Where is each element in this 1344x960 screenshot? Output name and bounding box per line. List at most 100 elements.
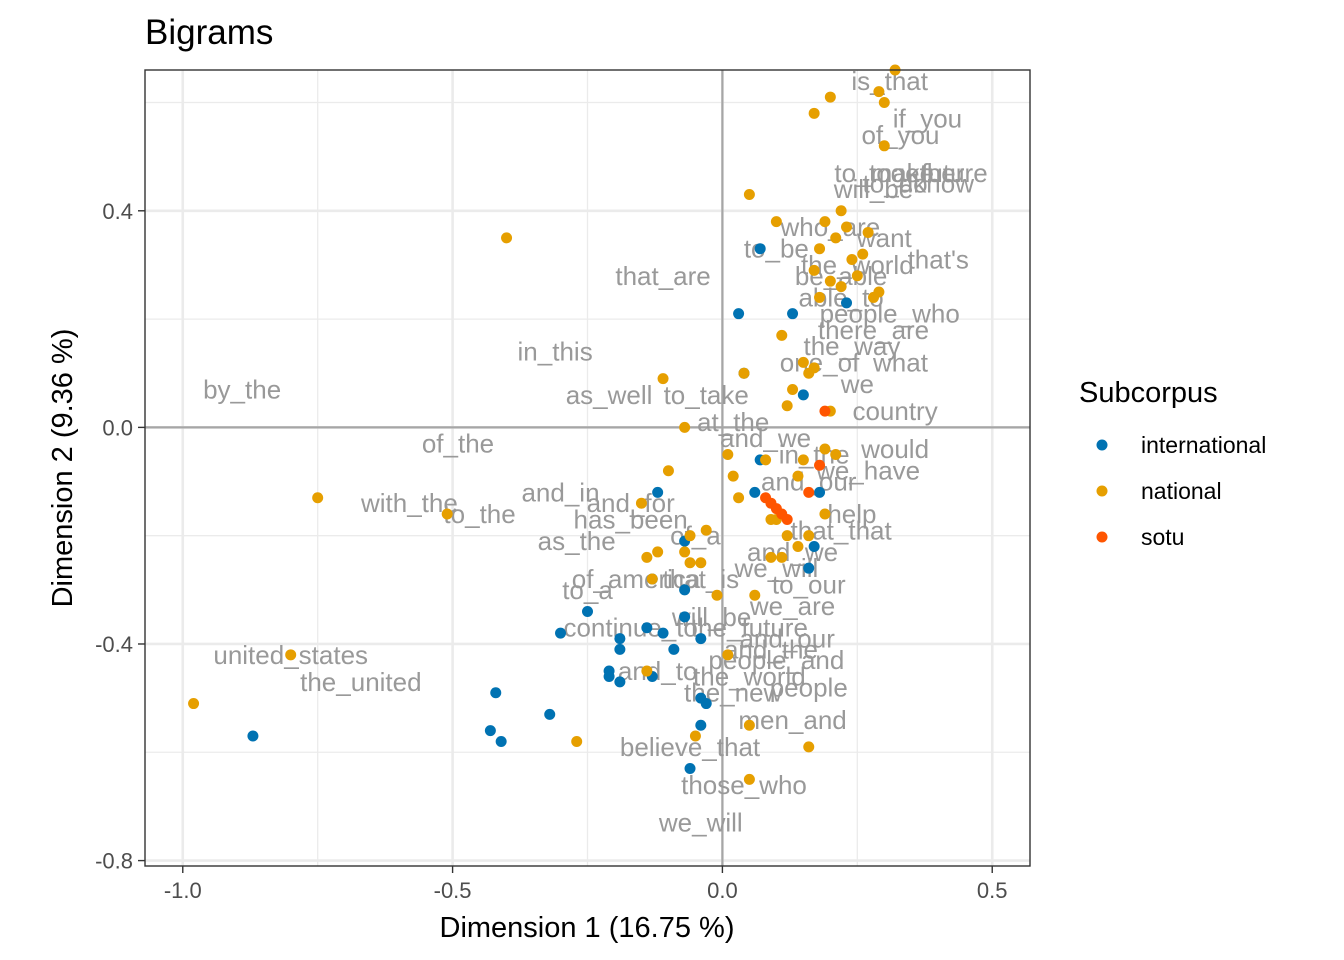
plot-border bbox=[144, 69, 1031, 867]
data-point-national bbox=[787, 383, 799, 395]
x-tick-label: -1.0 bbox=[164, 878, 202, 903]
y-tick-label: -0.8 bbox=[95, 849, 133, 874]
data-point-international bbox=[679, 584, 691, 596]
data-point-international bbox=[652, 486, 664, 498]
point-label: future bbox=[921, 158, 988, 188]
point-label: people bbox=[770, 672, 848, 702]
data-point-national bbox=[684, 530, 696, 542]
point-label: that_are bbox=[615, 261, 710, 291]
data-point-national bbox=[835, 281, 847, 293]
data-point-international bbox=[614, 633, 626, 645]
data-point-national bbox=[846, 254, 858, 266]
data-point-national bbox=[873, 286, 885, 298]
point-label: want bbox=[856, 223, 913, 253]
data-point-international bbox=[700, 698, 712, 710]
data-point-national bbox=[695, 557, 707, 569]
y-axis: -0.8 -0.4 0.0 0.4 bbox=[95, 199, 145, 874]
data-point-national bbox=[765, 551, 777, 563]
point-label: and_in bbox=[521, 477, 599, 507]
point-label: that's bbox=[908, 245, 969, 275]
legend-label-sotu: sotu bbox=[1141, 524, 1184, 550]
data-point-national bbox=[862, 226, 874, 238]
point-label: to_make bbox=[834, 158, 934, 188]
data-point-national bbox=[738, 367, 750, 379]
point-label: to_our bbox=[772, 569, 846, 599]
y-tick-label: 0.4 bbox=[102, 199, 133, 224]
point-label: we_are bbox=[749, 591, 835, 621]
data-point-national bbox=[285, 649, 297, 661]
data-point-international bbox=[247, 730, 259, 742]
point-label: has_been bbox=[574, 504, 688, 534]
point-label: there_are bbox=[818, 315, 929, 345]
data-point-sotu bbox=[814, 459, 826, 471]
legend-label-national: national bbox=[1141, 478, 1222, 504]
point-label: help bbox=[827, 499, 876, 529]
y-axis-title: Dimension 2 (9.36 %) bbox=[47, 329, 79, 608]
data-point-national bbox=[749, 589, 761, 601]
data-point-international bbox=[814, 486, 826, 498]
point-label: the_way bbox=[803, 331, 900, 361]
point-label: together bbox=[869, 158, 965, 188]
point-label: to_do bbox=[863, 169, 928, 199]
data-point-national bbox=[797, 454, 809, 466]
data-point-national bbox=[830, 232, 842, 244]
data-point-sotu bbox=[803, 486, 815, 498]
point-label: who_are bbox=[779, 212, 880, 242]
data-point-international bbox=[582, 605, 593, 617]
point-label: and_we bbox=[747, 537, 838, 567]
data-point-national bbox=[733, 492, 745, 504]
data-point-national bbox=[851, 270, 863, 282]
point-label: the_world bbox=[693, 661, 806, 691]
data-point-national bbox=[722, 448, 734, 460]
data-point-national bbox=[824, 91, 836, 103]
data-point-national bbox=[776, 329, 788, 341]
data-point-international bbox=[490, 687, 502, 699]
point-label: at_the bbox=[697, 407, 769, 437]
x-axis: -1.0 -0.5 0.0 0.5 bbox=[164, 866, 1008, 903]
data-point-national bbox=[808, 264, 820, 276]
x-tick-label: 0.5 bbox=[977, 878, 1008, 903]
data-point-international bbox=[797, 389, 809, 401]
point-label: to_take bbox=[664, 380, 749, 410]
data-point-national bbox=[652, 546, 664, 558]
point-label: and_the bbox=[724, 634, 818, 664]
gridlines bbox=[145, 70, 1030, 866]
data-point-international bbox=[695, 719, 707, 731]
x-tick-label: 0.0 bbox=[707, 878, 738, 903]
point-label: will_be bbox=[833, 174, 914, 204]
data-point-national bbox=[819, 508, 831, 520]
point-label: if_you bbox=[893, 104, 962, 134]
data-point-sotu bbox=[781, 513, 793, 525]
data-point-international bbox=[603, 670, 615, 682]
point-label: and_our bbox=[739, 624, 835, 654]
data-point-national bbox=[797, 356, 809, 368]
point-label: the_future bbox=[691, 613, 808, 643]
data-point-national bbox=[743, 189, 755, 201]
data-point-national bbox=[722, 649, 734, 661]
y-tick-label: 0.0 bbox=[102, 415, 133, 440]
data-point-international bbox=[641, 622, 653, 634]
data-point-national bbox=[312, 492, 324, 504]
point-label: of_the bbox=[422, 429, 494, 459]
data-point-national bbox=[776, 551, 788, 563]
legend-label-international: international bbox=[1141, 432, 1266, 458]
data-point-national bbox=[635, 497, 647, 509]
data-point-international bbox=[679, 611, 691, 623]
data-point-international bbox=[754, 243, 766, 255]
data-point-national bbox=[646, 573, 658, 585]
data-point-national bbox=[819, 443, 831, 455]
chart-title: Bigrams bbox=[145, 13, 273, 52]
data-point-international bbox=[808, 541, 820, 553]
reference-lines bbox=[145, 70, 1030, 866]
point-label: we_will bbox=[658, 808, 743, 838]
data-point-national bbox=[803, 530, 815, 542]
x-tick-label: -0.5 bbox=[434, 878, 472, 903]
data-point-national bbox=[689, 730, 701, 742]
data-point-national bbox=[441, 508, 453, 520]
data-point-national bbox=[501, 232, 513, 244]
point-label: what bbox=[872, 347, 929, 377]
data-point-national bbox=[792, 541, 804, 553]
data-point-international bbox=[484, 725, 496, 737]
data-point-international bbox=[555, 627, 567, 639]
data-point-national bbox=[684, 557, 696, 569]
